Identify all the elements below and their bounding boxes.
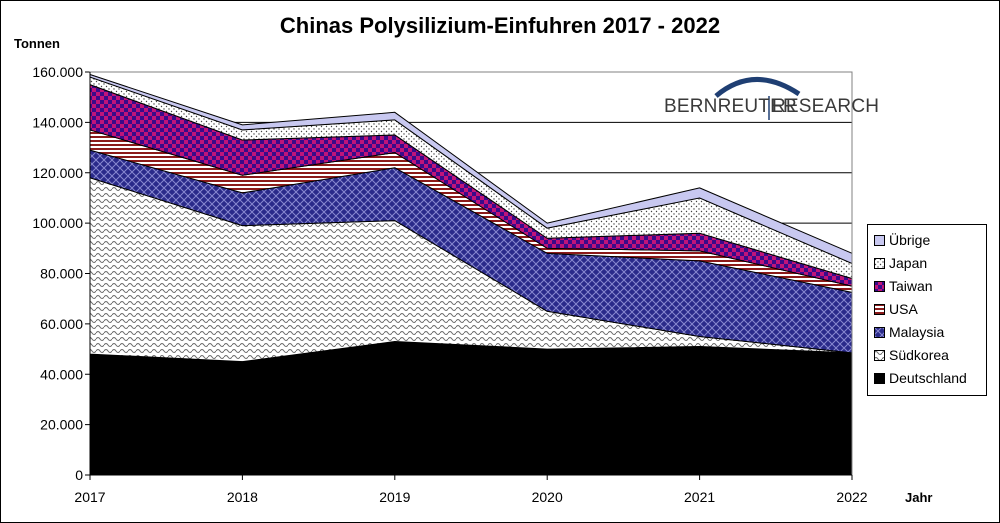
legend-label: Taiwan: [889, 278, 933, 294]
x-tick-label: 2021: [684, 489, 715, 505]
x-tick-label: 2019: [379, 489, 410, 505]
area-series-0: [89, 341, 853, 476]
y-axis-label: Tonnen: [14, 36, 60, 51]
logo-text-left: BERNREUTER: [664, 96, 797, 117]
legend-label: Deutschland: [889, 370, 967, 386]
logo-text-right: RESEARCH: [772, 96, 880, 117]
chart-title: Chinas Polysilizium-Einfuhren 2017 - 202…: [279, 13, 721, 38]
y-tick-label: 160.000: [32, 64, 83, 80]
legend-swatch: [874, 280, 885, 292]
legend-item: Deutschland: [874, 369, 967, 387]
legend: Übrige Japan Taiwan USA Malaysia Südkorea Deut…: [867, 224, 987, 396]
legend-swatch: [874, 372, 885, 384]
legend-swatch: [874, 257, 885, 269]
legend-label: Japan: [889, 255, 928, 271]
legend-label: Südkorea: [889, 347, 949, 363]
legend-swatch: [874, 349, 885, 361]
x-tick-label: 2018: [227, 489, 258, 505]
legend-label: Übrige: [889, 232, 931, 248]
logo-arc-icon: [714, 77, 801, 120]
legend-item: Taiwan: [874, 277, 933, 295]
x-tick-label: 2022: [836, 489, 867, 505]
y-tick-label: 140.000: [32, 114, 83, 130]
logo: BERNREUTER RESEARCH: [664, 70, 879, 122]
x-tick-label: 2017: [74, 489, 105, 505]
y-tick-label: 40.000: [40, 366, 83, 382]
legend-item: Übrige: [874, 231, 930, 249]
legend-label: Malaysia: [889, 324, 945, 340]
legend-swatch: [874, 234, 885, 246]
legend-item: Malaysia: [874, 323, 944, 341]
legend-item: USA: [874, 300, 918, 318]
legend-swatch: [874, 326, 885, 338]
legend-label: USA: [889, 301, 918, 317]
x-tick-label: 2020: [532, 489, 563, 505]
y-tick-label: 100.000: [32, 215, 83, 231]
legend-item: Japan: [874, 254, 927, 272]
x-axis-label: Jahr: [905, 490, 933, 505]
y-tick-label: 120.000: [32, 165, 83, 181]
y-tick-label: 60.000: [40, 316, 83, 332]
legend-item: Südkorea: [874, 346, 949, 364]
y-tick-label: 80.000: [40, 266, 83, 282]
y-tick-label: 20.000: [40, 417, 83, 433]
legend-swatch: [874, 303, 885, 315]
y-tick-label: 0: [75, 467, 83, 483]
